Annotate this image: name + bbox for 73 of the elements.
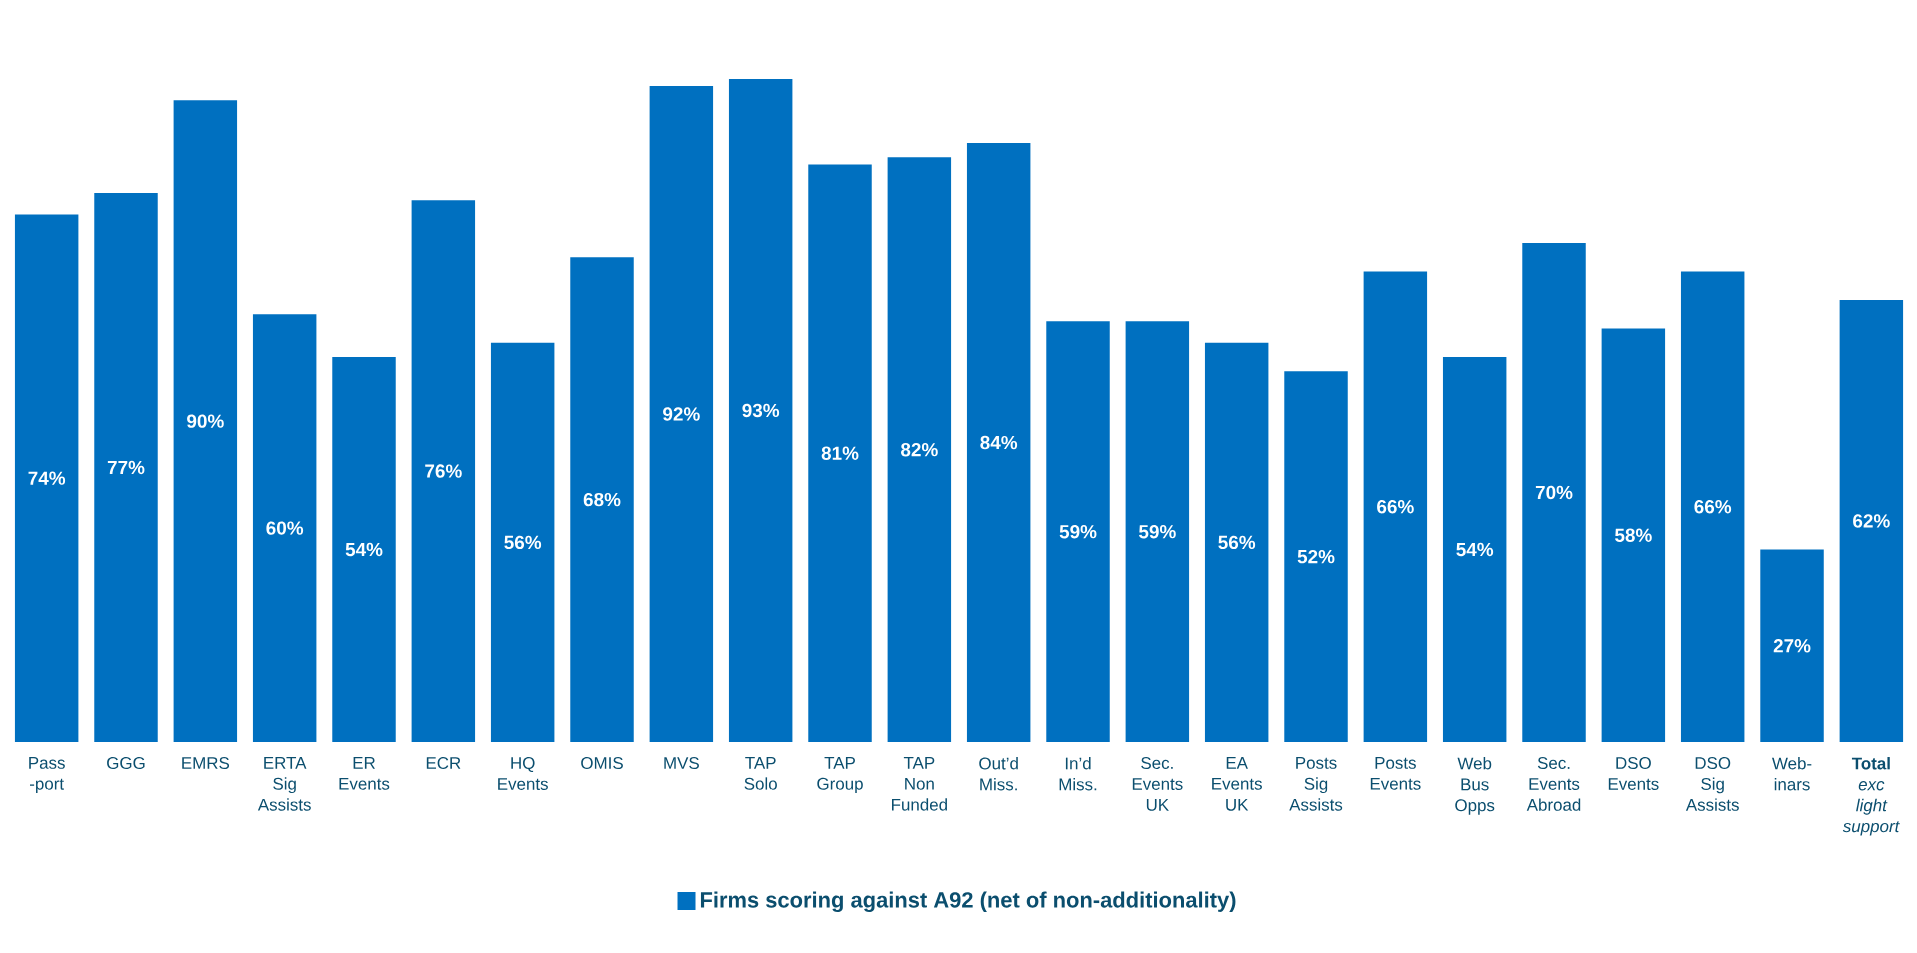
x-tick-label: Posts Sig Assists — [1289, 757, 1343, 811]
data-label: 56% — [504, 535, 542, 550]
bar — [94, 193, 158, 742]
bar — [1601, 328, 1666, 742]
data-label: 54% — [345, 542, 383, 557]
x-tick-label: GGG — [107, 757, 145, 770]
x-tick-label: Sec. Events Abroad — [1526, 757, 1581, 811]
x-tick-label: TAP Group — [817, 757, 863, 794]
bar — [1680, 271, 1745, 742]
x-tick-label: Sec. Events UK — [1132, 757, 1183, 811]
data-label: 66% — [1377, 500, 1414, 514]
bar — [252, 314, 317, 742]
bar — [1125, 321, 1190, 742]
bar — [1760, 549, 1824, 742]
data-label: 68% — [583, 492, 621, 507]
data-label: 60% — [266, 521, 304, 535]
data-label: 76% — [425, 464, 462, 478]
bar — [808, 164, 872, 742]
x-tick-label: In’d Miss. — [1059, 757, 1097, 791]
data-label: 56% — [1218, 535, 1256, 550]
x-tick-label: Out’d Miss. — [979, 757, 1018, 791]
bar — [332, 356, 396, 742]
data-label: 74% — [28, 471, 66, 485]
bar — [728, 78, 793, 742]
data-label: 62% — [1853, 514, 1890, 528]
data-label: 82% — [900, 442, 938, 457]
x-tick-label: DSO Events — [1608, 757, 1659, 790]
x-tick-label: HQ Events — [498, 757, 548, 790]
data-label: 54% — [1456, 542, 1494, 557]
x-tick-label: ER Events — [339, 757, 390, 790]
data-label: 58% — [1615, 528, 1652, 542]
bar — [173, 100, 238, 742]
data-label: 81% — [821, 446, 859, 460]
bar — [649, 86, 714, 742]
data-label: 59% — [1059, 524, 1097, 539]
bar — [1204, 342, 1269, 742]
bar — [1442, 356, 1507, 742]
bar — [1284, 371, 1348, 742]
data-label: 27% — [1773, 639, 1811, 653]
data-label: 59% — [1139, 524, 1176, 539]
x-tick-label: DSO Sig Assists — [1685, 757, 1739, 811]
x-tick-label: EA Events UK — [1212, 757, 1262, 811]
bar — [1363, 271, 1428, 742]
x-tick-label: Pass -port — [29, 757, 65, 794]
x-tick-label: Posts Events — [1370, 757, 1421, 790]
x-tick-label: TAP Solo — [744, 757, 777, 790]
bar — [570, 257, 634, 742]
bar — [490, 342, 555, 742]
data-label: 77% — [107, 460, 145, 475]
bar — [1522, 242, 1586, 742]
x-tick-label: Web Bus Opps — [1455, 757, 1495, 815]
data-label: 90% — [187, 414, 224, 428]
bar — [1046, 321, 1110, 742]
x-tick-label: ECR — [426, 757, 461, 770]
bar — [411, 200, 476, 742]
data-label: 66% — [1694, 500, 1732, 514]
x-tick-label: Total exc light support — [1842, 757, 1900, 836]
data-label: 84% — [980, 435, 1018, 450]
bar — [14, 214, 79, 742]
data-label: 92% — [663, 407, 700, 421]
x-tick-label: Web-inars — [1772, 757, 1812, 791]
x-tick-label: EMRS — [182, 757, 230, 770]
legend-label: Firms scoring against A92 (net of non-additionality) — [700, 891, 1236, 913]
bar — [966, 143, 1031, 742]
data-label: 70% — [1535, 485, 1573, 500]
bar — [887, 157, 952, 742]
x-tick-label: ERTA Sig Assists — [257, 757, 311, 811]
x-tick-label: TAP Non Funded — [892, 757, 947, 811]
data-label: 93% — [742, 403, 780, 418]
x-tick-label: OMIS — [581, 757, 623, 770]
x-tick-label: MVS — [664, 757, 699, 770]
data-label: 52% — [1297, 549, 1335, 564]
bar — [1839, 299, 1904, 742]
